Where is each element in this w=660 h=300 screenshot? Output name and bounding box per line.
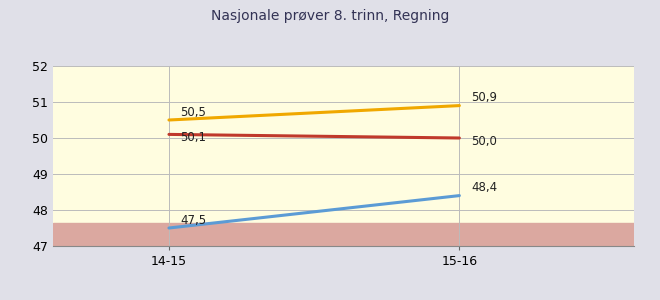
Text: Nasjonale prøver 8. trinn, Regning: Nasjonale prøver 8. trinn, Regning [211,9,449,23]
Text: 47,5: 47,5 [181,214,207,226]
Text: 50,5: 50,5 [181,106,207,118]
Text: 50,9: 50,9 [471,91,497,104]
Bar [53,223,634,246]
Legend: Karmøy kommune (15-16), Rogaland (15-16), Nasjonalt (15-16): Karmøy kommune (15-16), Rogaland (15-16)… [82,0,605,2]
Text: 50,0: 50,0 [471,135,497,148]
Text: 48,4: 48,4 [471,181,497,194]
Text: 50,1: 50,1 [181,131,207,145]
